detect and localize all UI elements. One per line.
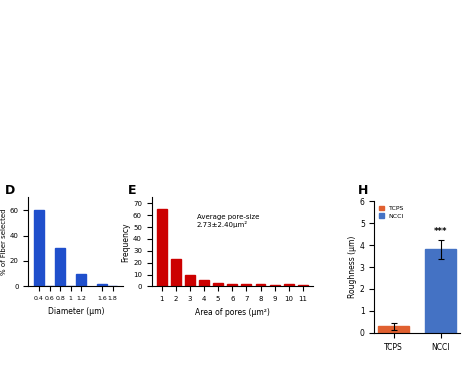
X-axis label: Diameter (μm): Diameter (μm) [47, 307, 104, 316]
Bar [284, 284, 294, 286]
Bar [156, 209, 166, 286]
Bar [425, 250, 456, 333]
Bar [298, 285, 308, 286]
Y-axis label: Frequency: Frequency [121, 222, 130, 262]
Text: D: D [5, 183, 15, 197]
Bar [270, 285, 280, 286]
Bar [76, 274, 86, 286]
Text: Average pore-size
2.73±2.40μm²: Average pore-size 2.73±2.40μm² [197, 214, 259, 228]
Text: H: H [358, 183, 368, 197]
Text: ***: *** [434, 227, 447, 236]
Text: E: E [128, 183, 137, 197]
Legend: TCPS, NCCI: TCPS, NCCI [378, 204, 405, 220]
Bar [185, 274, 195, 286]
Bar [171, 259, 181, 286]
Bar [255, 284, 265, 286]
Bar [98, 284, 107, 286]
Bar [55, 248, 65, 286]
Y-axis label: Roughness (μm): Roughness (μm) [348, 236, 357, 298]
Bar [378, 326, 409, 333]
Bar [199, 281, 209, 286]
Bar [34, 210, 44, 286]
Bar [213, 283, 223, 286]
Bar [228, 284, 237, 286]
Y-axis label: % of Fiber selected: % of Fiber selected [1, 209, 7, 275]
Bar [241, 284, 251, 286]
X-axis label: Area of pores (μm²): Area of pores (μm²) [195, 308, 270, 317]
